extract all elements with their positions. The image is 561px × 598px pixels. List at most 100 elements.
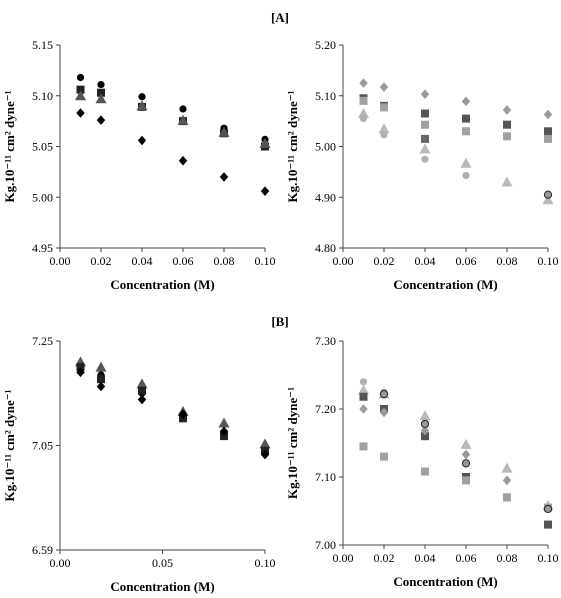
data-point: [97, 375, 105, 384]
x-tick-label: 0.00: [333, 254, 354, 268]
data-point: [137, 135, 147, 146]
series-5: [359, 442, 552, 512]
data-point: [460, 438, 472, 449]
chart-b-right: 0.00 0.02 0.04 0.06 0.08 0.10 7.00 7.10 7.20 7.30…: [285, 334, 559, 589]
data-point: [76, 108, 85, 118]
data-point: [461, 449, 471, 460]
y-tick-label: 6.59: [32, 543, 53, 557]
series-3: [359, 392, 552, 529]
data-point: [95, 93, 107, 104]
x-tick-label: 0.10: [538, 551, 559, 565]
data-point: [138, 93, 146, 101]
data-point: [259, 137, 271, 148]
data-point: [421, 155, 429, 163]
data-point: [75, 90, 86, 101]
data-point: [136, 100, 148, 111]
data-point: [179, 105, 187, 113]
panel-label-a: [A]: [271, 10, 289, 25]
data-point: [544, 134, 552, 143]
series-4: [76, 108, 270, 196]
y-tick-label: 5.10: [32, 89, 53, 103]
data-point: [421, 467, 429, 476]
x-tick-label: 0.10: [255, 254, 276, 268]
x-tick-label: 0.02: [91, 254, 112, 268]
data-point: [501, 462, 513, 473]
y-tick-label: 7.30: [315, 334, 336, 348]
x-tick-label: 0.02: [374, 551, 395, 565]
data-point: [260, 186, 270, 196]
y-tick-label: 5.00: [315, 140, 336, 154]
data-point: [461, 459, 471, 468]
data-point: [380, 131, 388, 139]
data-point: [462, 114, 470, 123]
data-point: [359, 96, 368, 105]
y-axis-title: Kg.10⁻¹¹ cm² dyne⁻¹: [285, 90, 300, 202]
x-tick-label: 0.06: [456, 551, 477, 565]
data-point: [76, 363, 85, 372]
data-point: [137, 394, 147, 405]
chart-b-left: 0.00 0.05 0.10 6.59 7.05 7.25 Concentration (M…: [2, 334, 276, 594]
x-tick-label: 0.00: [50, 556, 71, 570]
data-point: [421, 432, 429, 441]
data-point: [501, 176, 513, 187]
x-tick-label: 0.08: [497, 254, 518, 268]
series-4: [421, 134, 429, 143]
data-point: [503, 132, 511, 141]
data-point: [138, 386, 146, 395]
data-point: [97, 80, 105, 89]
x-tick-label: 0.08: [214, 254, 235, 268]
charts-layer: 0.00 0.02 0.04 0.06 0.08 0.10 4.95 5.00 5.05 5.10…: [2, 38, 559, 594]
y-axis-title: Kg.10⁻¹¹ cm² dyne⁻¹: [2, 389, 17, 501]
data-point: [178, 409, 188, 419]
series-6: [379, 389, 553, 514]
chart-a-left: 0.00 0.02 0.04 0.06 0.08 0.10 4.95 5.00 5.05 5.10…: [2, 38, 276, 292]
series-1: [359, 78, 553, 120]
data-point: [419, 143, 431, 154]
data-point: [503, 493, 511, 502]
data-point: [544, 520, 552, 529]
series-6: [359, 114, 470, 180]
series-3: [75, 90, 271, 148]
data-point: [379, 407, 389, 418]
data-point: [178, 155, 188, 166]
series-3: [76, 363, 269, 455]
x-axis-title: Concentration (M): [393, 574, 497, 589]
data-point: [502, 475, 512, 486]
x-tick-label: 0.04: [415, 551, 436, 565]
data-point: [359, 392, 368, 401]
series-4: [76, 367, 270, 460]
data-point: [136, 378, 148, 389]
data-point: [421, 109, 429, 118]
series-2: [359, 94, 552, 136]
y-tick-label: 4.80: [315, 241, 336, 255]
data-point: [543, 504, 553, 514]
x-tick-label: 0.02: [374, 254, 395, 268]
data-point: [259, 438, 271, 449]
data-point: [460, 157, 472, 168]
data-point: [260, 449, 270, 460]
y-tick-label: 7.05: [32, 439, 53, 453]
data-point: [420, 425, 430, 436]
data-point: [76, 73, 85, 82]
data-point: [358, 108, 369, 119]
data-point: [462, 171, 470, 180]
series-3: [359, 96, 552, 143]
data-point: [462, 476, 470, 485]
data-point: [76, 85, 85, 94]
data-point: [219, 172, 229, 182]
series-7: [543, 190, 553, 199]
data-point: [359, 404, 368, 414]
y-tick-label: 5.00: [32, 190, 53, 204]
data-point: [420, 89, 430, 100]
data-point: [378, 123, 390, 134]
y-tick-label: 4.90: [315, 190, 336, 204]
x-tick-label: 0.04: [415, 254, 436, 268]
data-point: [543, 109, 553, 120]
data-point: [218, 417, 230, 428]
data-point: [420, 419, 430, 429]
data-point: [359, 114, 368, 123]
data-point: [461, 96, 471, 107]
x-tick-label: 0.00: [333, 551, 354, 565]
data-point: [379, 389, 389, 399]
